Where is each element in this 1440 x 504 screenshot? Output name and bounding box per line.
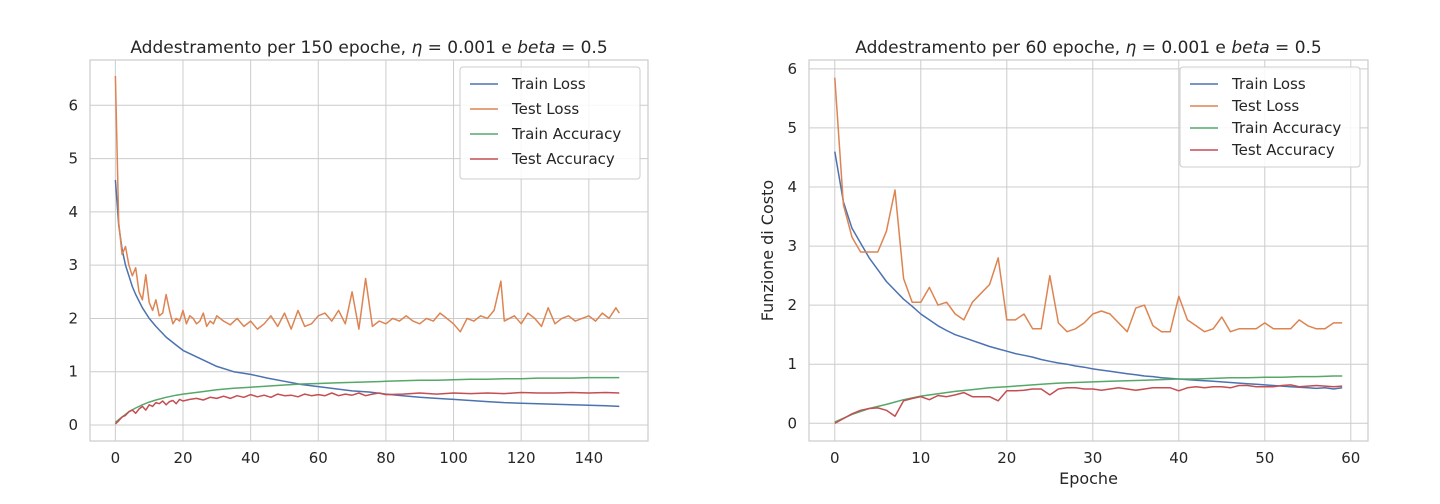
legend-box: [459, 66, 641, 180]
chart-title: Addestramento per 60 epoche, η = 0.001 e…: [855, 38, 1322, 58]
series-line-test-accuracy: [114, 391, 620, 425]
y-tick-label: 5: [68, 150, 78, 168]
y-tick-label: 6: [787, 60, 797, 78]
title-part: η: [411, 38, 422, 58]
y-tick-label: 2: [68, 309, 78, 327]
y-tick-label: 3: [787, 237, 797, 255]
title-part: = 0.001 e: [1136, 38, 1231, 58]
y-tick-label: 0: [68, 416, 78, 434]
x-tick-label: 60: [309, 449, 328, 467]
legend-label: Test Accuracy: [511, 150, 615, 168]
x-tick-label: 0: [111, 449, 121, 467]
title-part: = 0.001 e: [422, 38, 517, 58]
title-part: Addestramento per 150 epoche,: [130, 38, 411, 58]
x-tick-label: 60: [1341, 449, 1360, 467]
series-line-test-accuracy: [834, 384, 1343, 424]
y-tick-label: 1: [68, 363, 78, 381]
legend-label: Train Loss: [1231, 75, 1306, 93]
x-tick-label: 40: [241, 449, 260, 467]
legend-label: Train Accuracy: [511, 125, 621, 143]
y-tick-label: 6: [68, 96, 78, 114]
y-axis-label: Funzione di Costo: [758, 180, 777, 321]
x-axis-label: Epoche: [1059, 469, 1118, 488]
title-part: = 0.5: [556, 38, 608, 58]
legend-box: [1179, 66, 1361, 168]
y-tick-label: 5: [787, 119, 797, 137]
x-tick-label: 100: [439, 449, 468, 467]
series-line-train-loss: [834, 151, 1343, 390]
y-tick-label: 2: [787, 296, 797, 314]
y-tick-label: 4: [787, 178, 797, 196]
x-tick-label: 20: [173, 449, 192, 467]
series-line-test-loss: [114, 75, 620, 333]
x-tick-label: 120: [507, 449, 536, 467]
x-tick-label: 80: [376, 449, 395, 467]
x-tick-label: 0: [830, 449, 840, 467]
legend-label: Test Accuracy: [1231, 141, 1335, 159]
title-part: η: [1126, 38, 1137, 58]
y-tick-label: 4: [68, 203, 78, 221]
series-line-test-loss: [834, 77, 1343, 333]
x-tick-label: 30: [1083, 449, 1102, 467]
y-tick-label: 1: [787, 355, 797, 373]
chart-title: Addestramento per 150 epoche, η = 0.001 …: [130, 38, 607, 58]
chart-left: 0 20 40 60 80 100 120 140 0 1 2 3 4 5 6 Addestramento p…: [68, 38, 649, 467]
y-tick-label: 3: [68, 256, 78, 274]
chart-right: 0 10 20 30 40 50 60 0 1 2 3 4 5 6 Addestramento per 60…: [758, 38, 1369, 488]
axes-frame: [89, 59, 649, 442]
x-tick-label: 50: [1255, 449, 1274, 467]
x-tick-label: 10: [911, 449, 930, 467]
x-tick-label: 40: [1169, 449, 1188, 467]
legend-label: Train Accuracy: [1231, 119, 1341, 137]
title-part: beta: [1231, 38, 1269, 58]
legend-label: Train Loss: [511, 75, 586, 93]
legend-label: Test Loss: [511, 100, 579, 118]
series-line-train-accuracy: [114, 376, 620, 423]
title-part: beta: [517, 38, 555, 58]
title-part: = 0.5: [1270, 38, 1322, 58]
legend-label: Test Loss: [1231, 97, 1299, 115]
y-tick-label: 0: [787, 414, 797, 432]
x-tick-label: 140: [574, 449, 603, 467]
axes-frame: [808, 59, 1369, 442]
x-tick-label: 20: [997, 449, 1016, 467]
title-part: Addestramento per 60 epoche,: [855, 38, 1125, 58]
